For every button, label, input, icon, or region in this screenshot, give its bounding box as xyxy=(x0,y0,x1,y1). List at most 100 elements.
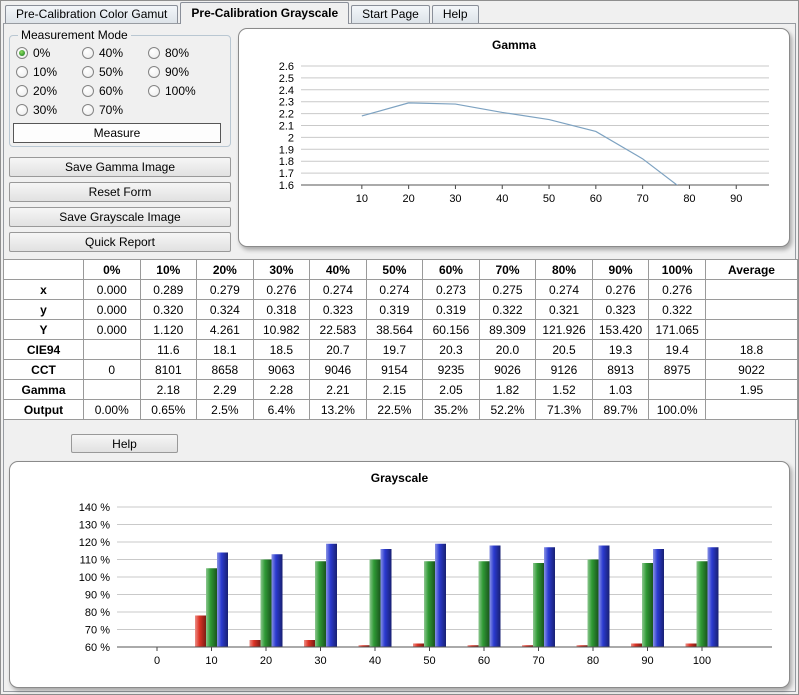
radio-icon[interactable] xyxy=(16,65,28,78)
table-cell: 2.18 xyxy=(139,379,198,400)
table-cell: 4.261 xyxy=(196,319,254,340)
grayscale-y-tick-label: 70 % xyxy=(85,625,110,637)
table-cell: 19.4 xyxy=(648,339,706,360)
table-cell: 0.274 xyxy=(309,279,367,300)
table-row-output: Output 0.00% 0.65% 2.5% 6.4% 13.2% 22.5% 35.2% 5… xyxy=(3,399,798,420)
save-grayscale-image-button[interactable]: Save Grayscale Image xyxy=(9,207,231,227)
table-cell: 1.95 xyxy=(705,379,798,400)
table-cell: 9022 xyxy=(705,359,798,380)
bar-red-90 xyxy=(631,643,642,647)
tab-bar: Pre-Calibration Color Gamut Pre-Calibrati… xyxy=(5,1,481,24)
radio-label: 10% xyxy=(33,64,58,79)
grayscale-x-tick-label: 0 xyxy=(154,655,160,667)
table-cell: 2.28 xyxy=(252,379,311,400)
table-cell: 0.276 xyxy=(648,279,706,300)
radio-option-30[interactable]: 30% xyxy=(16,100,82,119)
table-cell: 2.21 xyxy=(309,379,367,400)
radio-option-80[interactable]: 80% xyxy=(148,43,214,62)
table-cell: 0.274 xyxy=(365,279,424,300)
gamma-y-tick-label: 2.2 xyxy=(279,109,294,121)
table-cell xyxy=(705,399,798,420)
radio-option-90[interactable]: 90% xyxy=(148,62,214,81)
radio-icon[interactable] xyxy=(82,84,94,97)
radio-option-50[interactable]: 50% xyxy=(82,62,148,81)
grayscale-chart-panel: Grayscale 140 % 130 % 120 % 110 % 100 % 90 % 8… xyxy=(9,461,790,688)
bar-green-80 xyxy=(587,559,599,647)
grayscale-y-tick-label: 80 % xyxy=(85,607,110,619)
table-cell xyxy=(705,319,798,340)
table-cell: 0.273 xyxy=(422,279,480,300)
quick-report-button[interactable]: Quick Report xyxy=(9,232,231,252)
table-cell: 38.564 xyxy=(365,319,424,340)
radio-option-0[interactable]: 0% xyxy=(16,43,82,62)
bar-red-70 xyxy=(522,645,533,647)
table-cell: 1.120 xyxy=(139,319,198,340)
radio-label: 40% xyxy=(99,45,124,60)
table-cell: 171.065 xyxy=(648,319,706,340)
radio-option-40[interactable]: 40% xyxy=(82,43,148,62)
bar-green-70 xyxy=(533,563,544,647)
column-header: 50% xyxy=(365,259,424,280)
bar-blue-30 xyxy=(326,543,337,647)
grayscale-x-tick-label: 20 xyxy=(260,655,272,667)
help-button[interactable]: Help xyxy=(71,434,178,453)
column-header: 90% xyxy=(591,259,650,280)
grayscale-y-tick-label: 60 % xyxy=(85,642,110,654)
column-header: 10% xyxy=(139,259,198,280)
table-cell: 9154 xyxy=(365,359,424,380)
tab-pre-calibration-grayscale[interactable]: Pre-Calibration Grayscale xyxy=(180,2,350,24)
bar-red-30 xyxy=(304,640,315,647)
tab-start-page[interactable]: Start Page xyxy=(351,5,430,23)
radio-icon[interactable] xyxy=(16,46,28,59)
radio-icon[interactable] xyxy=(148,84,160,97)
table-row-cct: CCT 0 8101 8658 9063 9046 9154 9235 9026 9126 8913… xyxy=(3,359,798,380)
table-cell: 0.323 xyxy=(591,299,650,320)
table-cell: 8101 xyxy=(139,359,198,380)
grayscale-x-tick-label: 10 xyxy=(205,655,217,667)
grayscale-y-tick-label: 90 % xyxy=(85,590,110,602)
radio-icon[interactable] xyxy=(148,65,160,78)
radio-icon[interactable] xyxy=(148,46,160,59)
radio-option-10[interactable]: 10% xyxy=(16,62,82,81)
gamma-x-tick-label: 70 xyxy=(637,193,649,205)
measurement-table: 0% 10% 20% 30% 40% 50% 60% 70% 80% 90% 100% Average… xyxy=(3,259,798,420)
column-header: 80% xyxy=(535,259,593,280)
radio-label: 90% xyxy=(165,64,190,79)
table-cell: 22.583 xyxy=(309,319,367,340)
save-gamma-image-button[interactable]: Save Gamma Image xyxy=(9,157,231,177)
table-cell: 2.15 xyxy=(365,379,424,400)
measurement-mode-options: 0% 10% 20% 30% 40% 50% 60% 70% 80% 90% 100% xyxy=(16,43,230,119)
gamma-chart: 2.62.52.42.32.22.121.91.81.71.6 10 20 30 40 5… xyxy=(279,61,769,205)
radio-option-60[interactable]: 60% xyxy=(82,81,148,100)
table-header-row: 0% 10% 20% 30% 40% 50% 60% 70% 80% 90% 100% Average xyxy=(3,259,798,280)
table-cell: 2.29 xyxy=(196,379,254,400)
radio-icon[interactable] xyxy=(82,46,94,59)
tab-help[interactable]: Help xyxy=(431,5,479,23)
gamma-y-tick-label: 2 xyxy=(288,132,294,144)
radio-option-100[interactable]: 100% xyxy=(148,81,214,100)
table-cell: 89.309 xyxy=(478,319,537,340)
gamma-y-tick-label: 2.1 xyxy=(279,121,294,133)
table-cell xyxy=(705,299,798,320)
row-label: Y xyxy=(3,319,84,340)
radio-icon[interactable] xyxy=(16,103,28,116)
table-cell: 0.318 xyxy=(252,299,311,320)
tab-pre-calibration-color-gamut[interactable]: Pre-Calibration Color Gamut xyxy=(5,5,179,23)
table-cell: 89.7% xyxy=(591,399,650,420)
reset-form-button[interactable]: Reset Form xyxy=(9,182,231,202)
measure-button[interactable]: Measure xyxy=(13,123,221,143)
radio-option-70[interactable]: 70% xyxy=(82,100,148,119)
table-row-cie94: CIE94 11.6 18.1 18.5 20.7 19.7 20.3 20.0 20.5 19.… xyxy=(3,339,798,360)
table-cell: 0.321 xyxy=(535,299,593,320)
radio-icon[interactable] xyxy=(82,65,94,78)
radio-option-20[interactable]: 20% xyxy=(16,81,82,100)
table-cell: 20.0 xyxy=(478,339,537,360)
row-label: CCT xyxy=(3,359,84,380)
table-cell: 0 xyxy=(83,359,141,380)
grayscale-x-tick-label: 80 xyxy=(587,655,599,667)
radio-icon[interactable] xyxy=(82,103,94,116)
grayscale-x-tick-label: 30 xyxy=(314,655,326,667)
radio-icon[interactable] xyxy=(16,84,28,97)
table-cell: 0.319 xyxy=(422,299,480,320)
table-cell: 2.05 xyxy=(422,379,480,400)
